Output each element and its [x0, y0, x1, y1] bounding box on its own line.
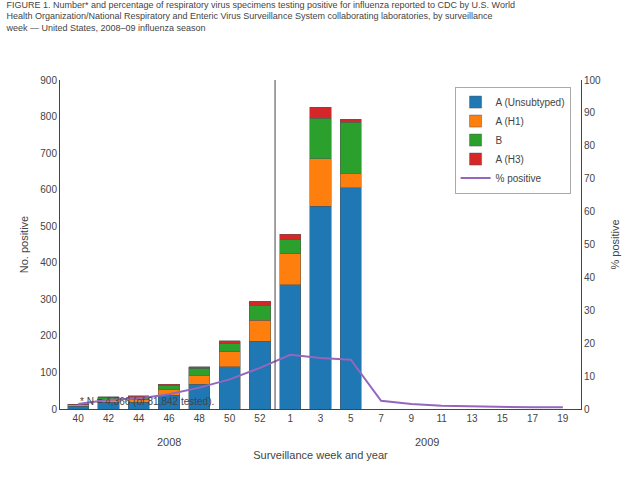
svg-text:A (H3): A (H3)	[496, 154, 524, 165]
svg-text:19: 19	[557, 413, 569, 424]
svg-text:15: 15	[497, 413, 509, 424]
svg-text:20: 20	[584, 338, 596, 349]
svg-text:40: 40	[73, 413, 85, 424]
svg-text:11: 11	[436, 413, 447, 424]
svg-text:9: 9	[409, 413, 415, 424]
svg-text:200: 200	[40, 330, 57, 341]
svg-text:No. positive: No. positive	[18, 216, 30, 273]
svg-text:90: 90	[584, 107, 596, 118]
svg-text:50: 50	[584, 239, 596, 250]
svg-text:5: 5	[348, 413, 354, 424]
svg-text:300: 300	[40, 294, 57, 305]
svg-text:% positive: % positive	[496, 173, 542, 184]
svg-text:2008: 2008	[157, 436, 181, 448]
svg-text:52: 52	[254, 413, 266, 424]
svg-text:100: 100	[584, 75, 601, 86]
svg-text:50: 50	[224, 413, 236, 424]
svg-text:10: 10	[584, 371, 596, 382]
svg-text:13: 13	[466, 413, 478, 424]
svg-text:2009: 2009	[415, 436, 439, 448]
svg-text:80: 80	[584, 140, 596, 151]
svg-text:FIGURE 1. Number* and percenta: FIGURE 1. Number* and percentage of resp…	[5, 0, 515, 33]
svg-text:70: 70	[584, 173, 596, 184]
svg-text:Surveillance week and year: Surveillance week and year	[253, 449, 388, 461]
svg-text:60: 60	[584, 206, 596, 217]
svg-text:* N = 4,366 (of 81,842 tested): * N = 4,366 (of 81,842 tested).	[80, 396, 214, 407]
svg-text:100: 100	[40, 367, 57, 378]
svg-text:17: 17	[527, 413, 539, 424]
svg-text:B: B	[496, 135, 503, 146]
svg-text:A (H1): A (H1)	[496, 116, 524, 127]
svg-text:40: 40	[584, 272, 596, 283]
svg-text:46: 46	[163, 413, 175, 424]
svg-text:900: 900	[40, 75, 57, 86]
svg-text:44: 44	[133, 413, 145, 424]
svg-text:0: 0	[584, 404, 590, 415]
svg-text:A (Unsubtyped): A (Unsubtyped)	[496, 97, 565, 108]
svg-text:500: 500	[40, 221, 57, 232]
svg-text:0: 0	[51, 404, 57, 415]
svg-text:600: 600	[40, 184, 57, 195]
svg-text:30: 30	[584, 305, 596, 316]
svg-text:7: 7	[378, 413, 384, 424]
svg-text:42: 42	[103, 413, 115, 424]
svg-text:800: 800	[40, 111, 57, 122]
svg-text:3: 3	[318, 413, 324, 424]
svg-text:700: 700	[40, 148, 57, 159]
svg-text:48: 48	[194, 413, 206, 424]
svg-text:1: 1	[287, 413, 293, 424]
svg-text:400: 400	[40, 257, 57, 268]
svg-text:% positive: % positive	[609, 219, 621, 269]
